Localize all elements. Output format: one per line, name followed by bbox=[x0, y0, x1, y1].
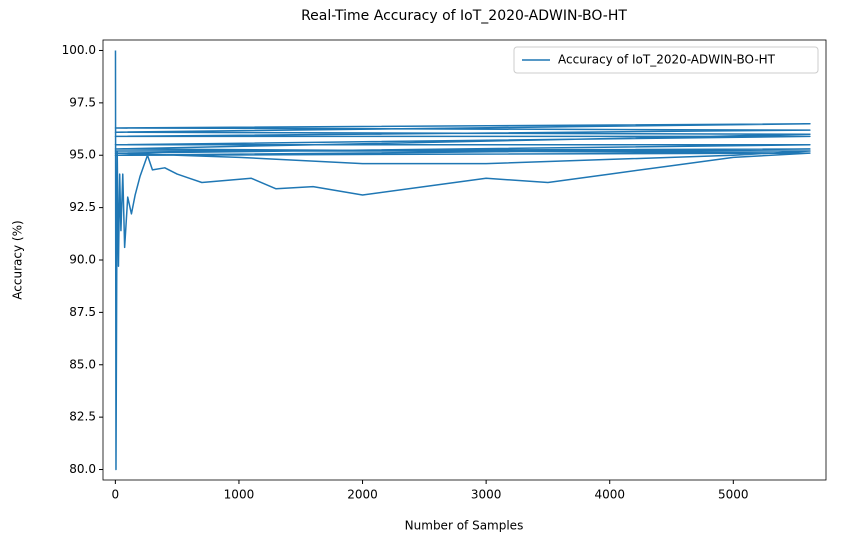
data-line bbox=[114, 50, 811, 471]
y-tick-label: 92.5 bbox=[69, 200, 96, 214]
y-tick-label: 87.5 bbox=[69, 305, 96, 319]
y-tick-label: 97.5 bbox=[69, 95, 96, 109]
y-tick-label: 85.0 bbox=[69, 357, 96, 371]
legend-box bbox=[513, 46, 819, 74]
x-tick-label: 2000 bbox=[347, 488, 378, 502]
chart-title: Real-Time Accuracy of IoT_2020-ADWIN-BO-… bbox=[301, 8, 627, 24]
y-tick-label: 82.5 bbox=[69, 410, 96, 424]
y-axis-label: Accuracy (%) bbox=[11, 220, 25, 299]
y-tick-label: 80.0 bbox=[69, 462, 96, 476]
legend-label: Accuracy of IoT_2020-ADWIN-BO-HT bbox=[558, 53, 776, 67]
x-tick-label: 3000 bbox=[471, 488, 502, 502]
y-tick-label: 90.0 bbox=[69, 253, 96, 267]
y-tick-label: 100.0 bbox=[62, 43, 96, 57]
x-tick-label: 4000 bbox=[594, 488, 625, 502]
y-tick-label: 95.0 bbox=[69, 148, 96, 162]
x-axis-label: Number of Samples bbox=[405, 519, 524, 533]
plot-frame bbox=[102, 39, 827, 481]
x-tick-label: 1000 bbox=[224, 488, 255, 502]
x-tick-label: 5000 bbox=[718, 488, 749, 502]
x-tick-label: 0 bbox=[112, 488, 120, 502]
